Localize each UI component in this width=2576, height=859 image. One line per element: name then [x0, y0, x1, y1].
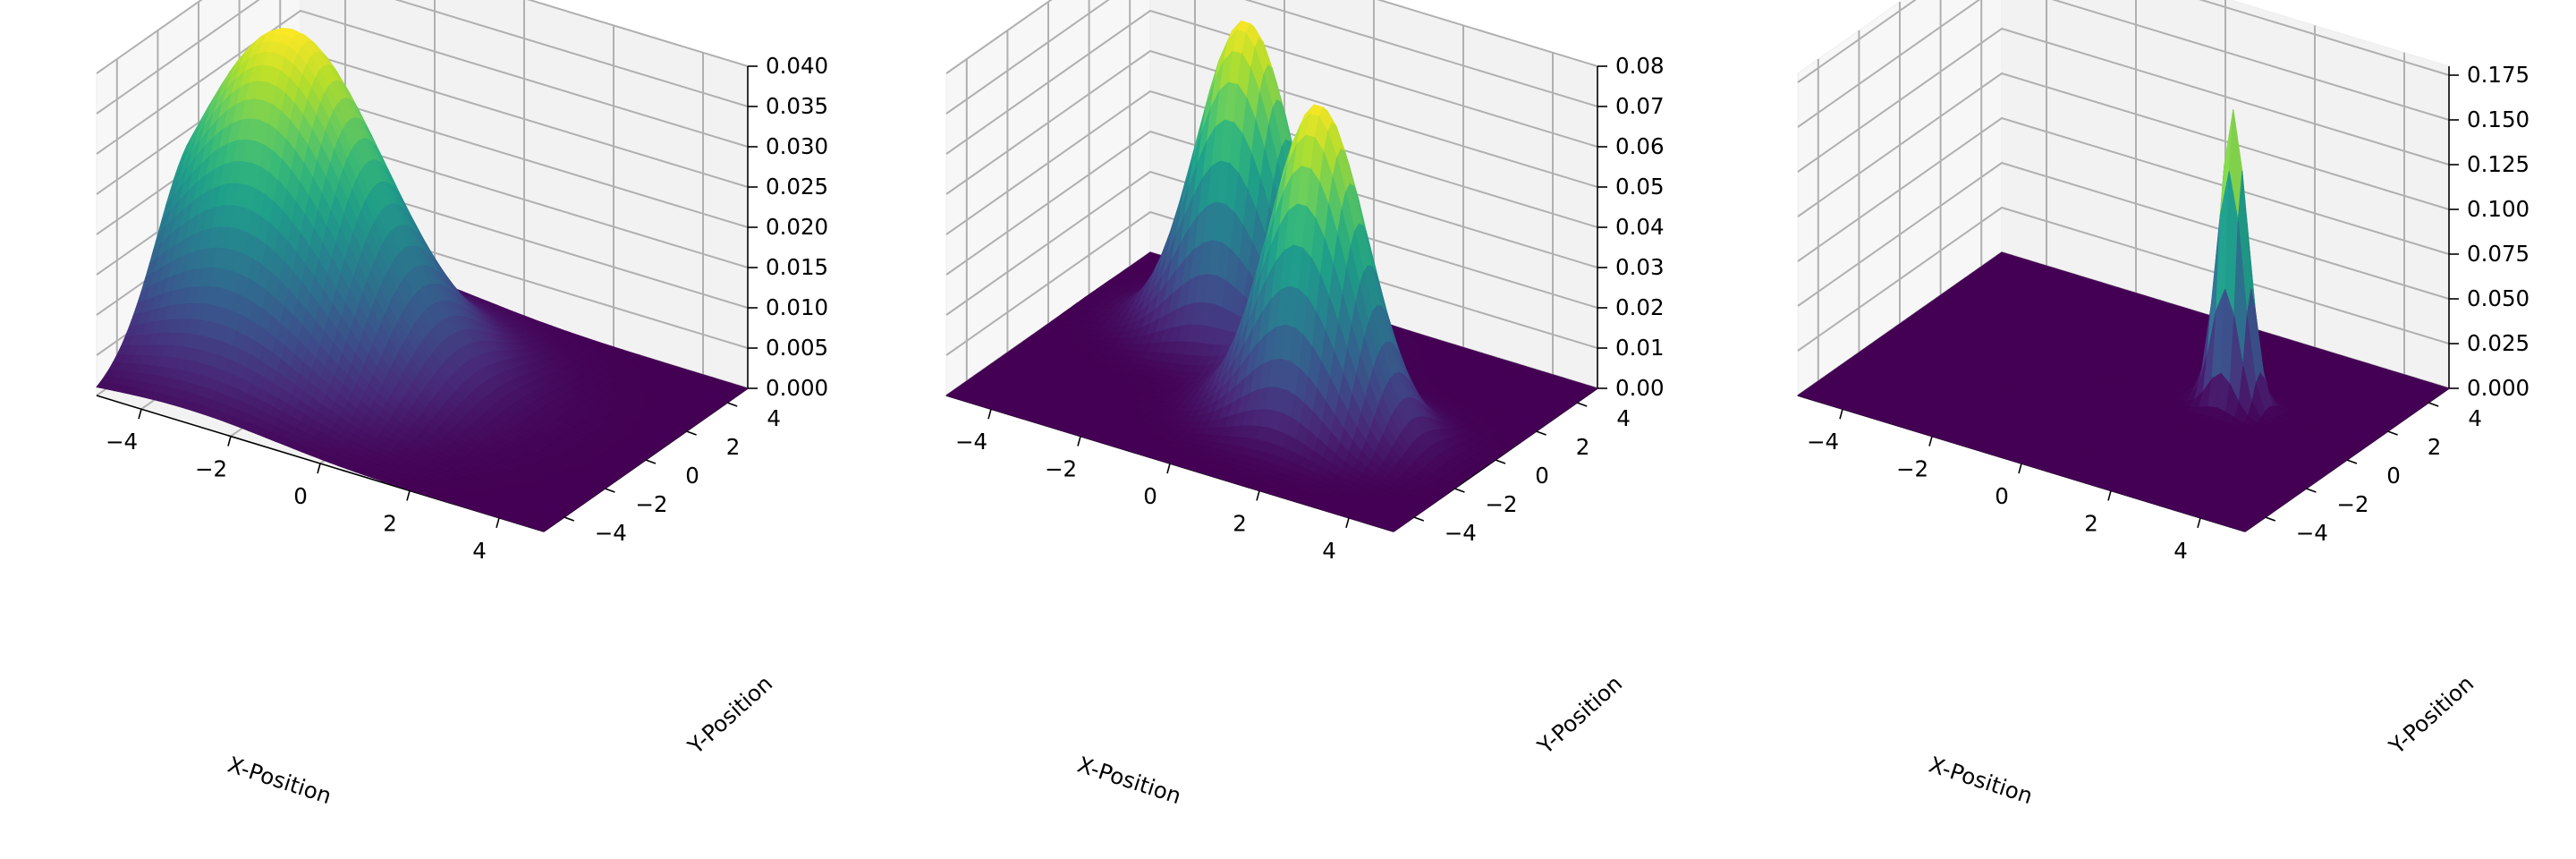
y-tick-label: 0: [685, 463, 699, 489]
z-tick-label: 0.015: [766, 254, 828, 280]
y-tick-label: 2: [726, 434, 741, 460]
z-tick-label: 0.035: [766, 93, 828, 119]
z-grid-line: [96, 9, 749, 155]
x-tick-label: −4: [106, 429, 138, 455]
z-tick-label: 0.040: [766, 53, 828, 79]
z-grid-line: [96, 0, 749, 74]
x-tick-label: 4: [472, 538, 487, 564]
x-tick-label: 0: [293, 483, 308, 509]
surface-mesh: [96, 28, 750, 532]
y-tick-label: −2: [635, 491, 667, 517]
z-tick-label: 0.005: [766, 335, 828, 361]
z-tick-label: 0.010: [766, 294, 828, 320]
z-tick-label: 0.020: [766, 214, 828, 240]
z-tick-label: 0.025: [766, 174, 828, 200]
y-tick-label: −4: [595, 520, 627, 546]
z-tick-label: 0.030: [766, 133, 828, 159]
x-tick-label: 2: [383, 510, 397, 536]
z-grid-line: [96, 0, 749, 115]
x-tick-label: −2: [195, 456, 227, 482]
z-tick-label: 0.000: [766, 375, 828, 401]
y-tick-label: 4: [767, 405, 781, 431]
